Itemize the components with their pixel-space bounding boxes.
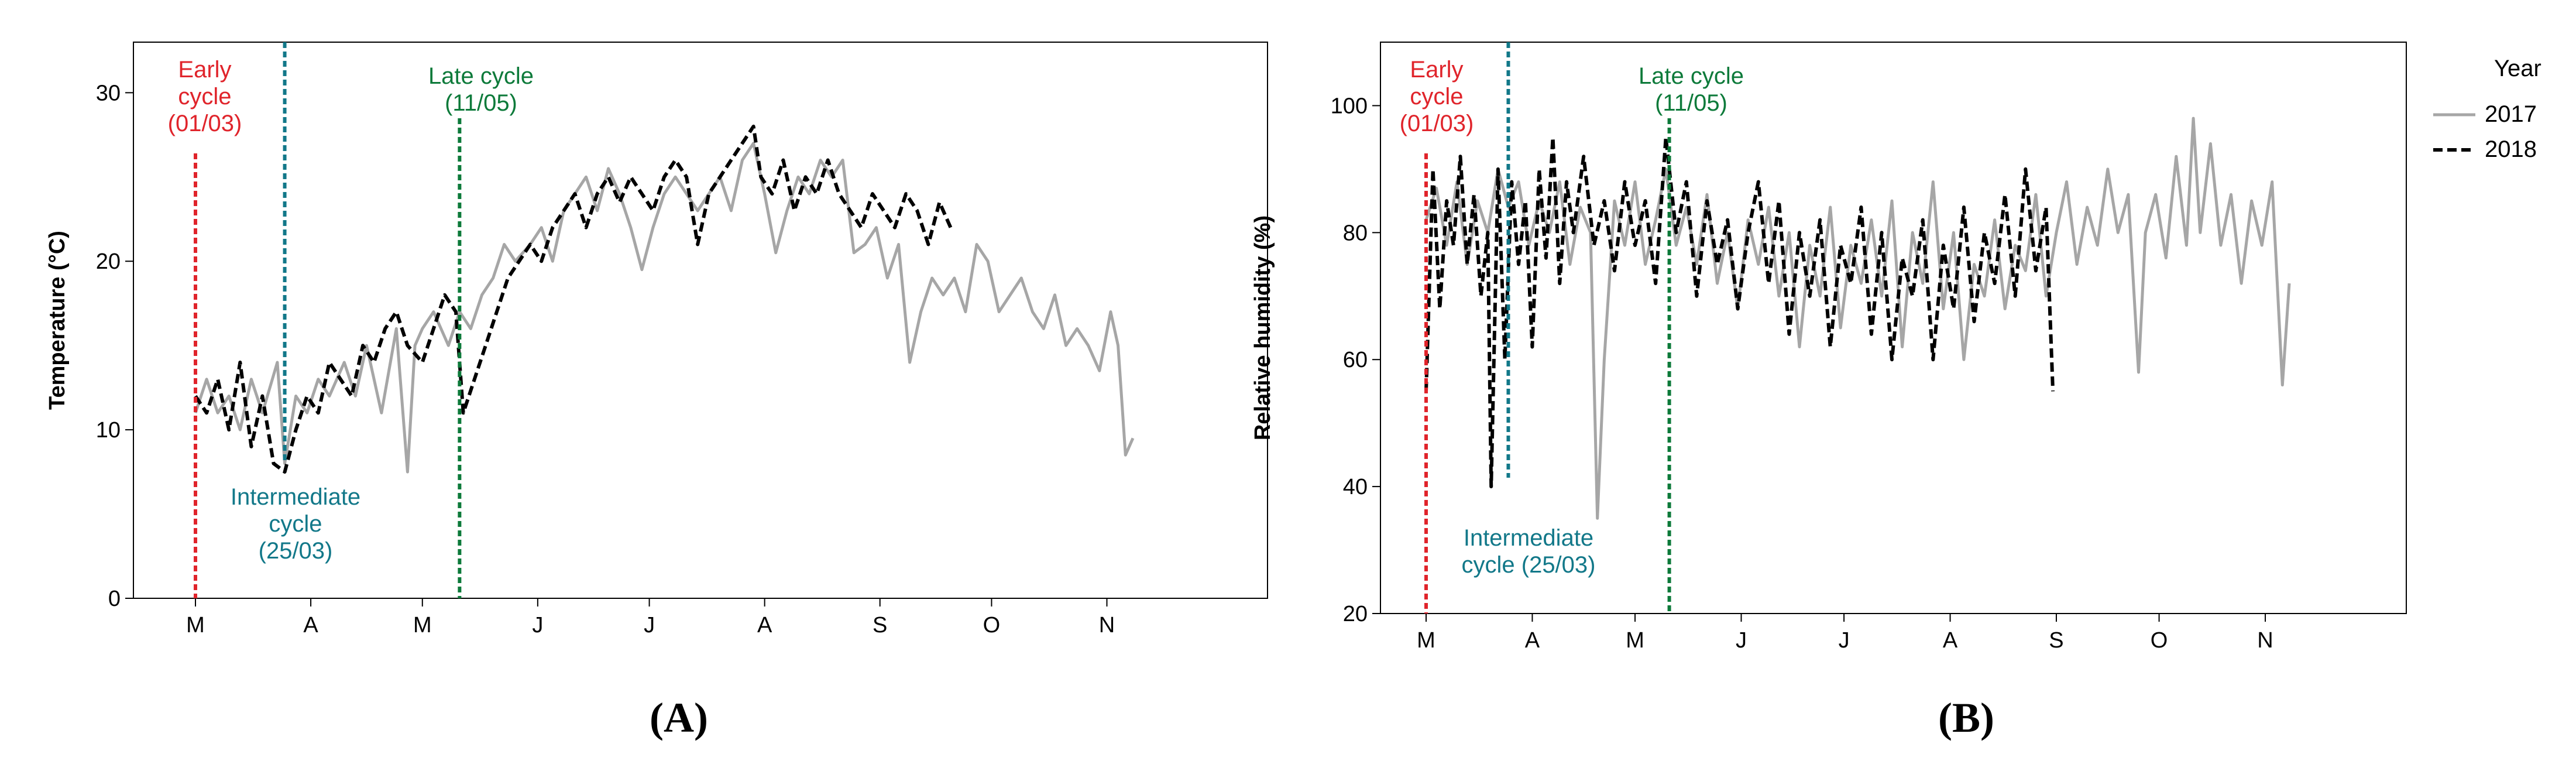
y-tick-label: 30 (96, 81, 121, 105)
series-line-2018 (194, 124, 953, 474)
x-tick-label: M (186, 613, 205, 638)
y-tick-label: 100 (1331, 94, 1368, 118)
x-tick-label: J (1736, 628, 1747, 653)
legend-title: Year (2494, 56, 2541, 81)
cycle-label-intermediate: Intermediate cycle (25/03) (1462, 525, 1596, 578)
series-line-2017 (194, 142, 1135, 474)
series-line-2018 (1424, 135, 2055, 489)
y-tick-label: 10 (96, 418, 121, 443)
plot-frame (133, 42, 1268, 599)
cycle-label-line: Early (1410, 57, 1463, 83)
y-axis-title: Temperature (°C) (45, 231, 70, 410)
y-tick-label: 40 (1343, 475, 1368, 499)
panel-label: (A) (650, 694, 708, 741)
x-tick-label: S (873, 613, 887, 638)
cycle-label-late: Late cycle (11/05) (1639, 63, 1744, 116)
cycle-label-line: cycle (1410, 84, 1463, 109)
x-tick-label: S (2049, 628, 2063, 653)
cycle-label-line: cycle (269, 511, 322, 537)
cycle-label-line: Intermediate (1464, 525, 1593, 551)
legend-label-2018: 2018 (2485, 136, 2537, 162)
cycle-label-line: (11/05) (1655, 90, 1727, 116)
x-tick-label: O (983, 613, 1001, 638)
x-tick-label: A (1525, 628, 1540, 653)
x-tick-label: N (2257, 628, 2273, 653)
y-tick-label: 20 (1343, 602, 1368, 626)
panel-label: (B) (1938, 694, 1994, 741)
cycle-label-line: (11/05) (445, 90, 517, 116)
cycle-label-line: Intermediate (231, 484, 360, 510)
x-tick-label: O (2151, 628, 2168, 653)
x-tick-label: J (644, 613, 655, 638)
y-axis-title: Relative humidity (%) (1251, 215, 1275, 440)
x-tick-label: A (1943, 628, 1958, 653)
cycle-label-late: Late cycle (11/05) (428, 63, 534, 116)
x-tick-label: A (303, 613, 318, 638)
cycle-label-early: Early cycle (01/03) (168, 57, 242, 136)
cycle-label-line: cycle (25/03) (1462, 552, 1596, 578)
legend: Year 2017 2018 (2433, 56, 2541, 162)
y-tick-label: 20 (96, 249, 121, 274)
series-line-2017 (1424, 116, 2291, 520)
cycle-label-intermediate: Intermediate cycle (25/03) (231, 484, 360, 564)
cycle-label-line: (01/03) (168, 111, 242, 136)
x-tick-label: M (413, 613, 432, 638)
y-tick-label: 0 (108, 587, 121, 611)
cycle-label-line: (01/03) (1400, 111, 1474, 136)
x-tick-label: M (1626, 628, 1644, 653)
legend-label-2017: 2017 (2485, 101, 2537, 127)
chart-panel-b: 20 40 60 80 100 Relative humidity (%) M A M J J A S O… (1251, 42, 2407, 741)
cycle-label-line: Early (178, 57, 231, 83)
x-tick-label: N (1099, 613, 1115, 638)
x-tick-label: J (1839, 628, 1850, 653)
cycle-label-line: (25/03) (259, 538, 333, 564)
cycle-label-line: Late cycle (428, 63, 534, 89)
plot-frame (1380, 42, 2407, 614)
cycle-label-line: Late cycle (1639, 63, 1744, 89)
cycle-label-early: Early cycle (01/03) (1400, 57, 1474, 136)
x-tick-label: J (532, 613, 543, 638)
y-tick-label: 80 (1343, 221, 1368, 245)
cycle-label-line: cycle (178, 84, 231, 109)
x-tick-label: M (1417, 628, 1435, 653)
x-tick-label: A (757, 613, 772, 638)
y-tick-label: 60 (1343, 348, 1368, 372)
